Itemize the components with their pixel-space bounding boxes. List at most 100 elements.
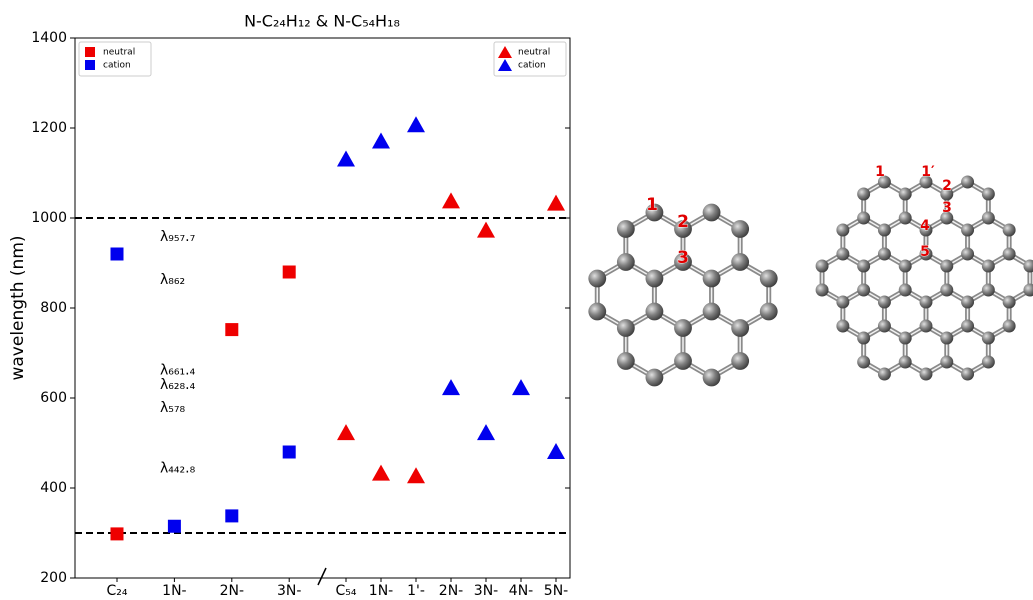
atom (816, 284, 829, 297)
atom (857, 212, 870, 225)
y-tick-label: 400 (40, 480, 67, 496)
atom (878, 248, 891, 261)
atom (617, 352, 635, 370)
square-marker (283, 446, 296, 459)
square-marker (225, 323, 238, 336)
atom-label: 2 (942, 178, 952, 194)
atom (899, 212, 912, 225)
molecule (816, 176, 1033, 381)
legend-label: neutral (103, 48, 135, 58)
atom (899, 332, 912, 345)
atom (878, 296, 891, 309)
atom (857, 284, 870, 297)
atom (588, 303, 606, 321)
atom (982, 332, 995, 345)
x-tick-label: 3N- (474, 583, 498, 599)
legend-label: neutral (518, 48, 550, 58)
atom (940, 356, 953, 369)
x-tick-label: 1'- (407, 583, 425, 599)
legend-marker (85, 60, 95, 70)
square-marker (168, 520, 181, 533)
figure: N-C₂₄H₁₂ & N-C₅₄H₁₈ wavelength (nm) 2004… (0, 0, 1033, 600)
triangle-marker (407, 116, 425, 132)
atom (703, 303, 721, 321)
atom (961, 368, 974, 381)
atom (588, 270, 606, 288)
atom (961, 248, 974, 261)
atom-label: 1 (646, 195, 658, 215)
square-marker (111, 527, 124, 540)
atom (878, 368, 891, 381)
atom (940, 284, 953, 297)
atom-label: 3 (677, 248, 689, 268)
atom (961, 320, 974, 333)
annotation: λ₅₇₈ (160, 400, 186, 416)
atom (836, 248, 849, 261)
x-tick-label: 1N- (369, 583, 393, 599)
atom (617, 253, 635, 271)
atom (703, 270, 721, 288)
atom (836, 320, 849, 333)
x-tick-label: 1N- (162, 583, 186, 599)
x-tick-label: C₂₄ (107, 583, 128, 599)
atom (646, 270, 664, 288)
atom (760, 303, 778, 321)
atom (646, 369, 664, 387)
atom (1003, 248, 1016, 261)
triangle-marker (442, 192, 460, 208)
annotation: λ₆₆₁.₄ (160, 362, 196, 378)
triangle-marker (477, 222, 495, 238)
square-marker (283, 266, 296, 279)
atom (1003, 224, 1016, 237)
y-tick-label: 200 (40, 570, 67, 586)
annotation: λ₆₂₈.₄ (160, 377, 196, 393)
atom (731, 352, 749, 370)
atom (731, 319, 749, 337)
x-tick-label: 2N- (439, 583, 463, 599)
atom (617, 319, 635, 337)
legend-label: cation (103, 61, 131, 71)
square-marker (111, 248, 124, 261)
atom (731, 253, 749, 271)
atom (878, 224, 891, 237)
atom (920, 368, 933, 381)
atom-label: 4 (920, 218, 930, 234)
triangle-marker (442, 379, 460, 395)
x-tick-label: 2N- (220, 583, 244, 599)
atom (961, 296, 974, 309)
legend-label: cation (518, 61, 546, 71)
x-tick-label: 3N- (277, 583, 301, 599)
x-tick-label: 4N- (509, 583, 533, 599)
atom (899, 356, 912, 369)
atom (857, 260, 870, 273)
y-tick-label: 1400 (31, 30, 67, 46)
atom (961, 176, 974, 189)
atom (878, 320, 891, 333)
y-axis-label: wavelength (nm) (8, 235, 28, 380)
atom (760, 270, 778, 288)
atom (982, 188, 995, 201)
annotation: λ₈₆₂ (160, 272, 185, 288)
legend-marker (85, 47, 95, 57)
atom (646, 303, 664, 321)
atom (674, 319, 692, 337)
atom-label: 1′ (921, 164, 935, 180)
atom (920, 296, 933, 309)
atom (703, 369, 721, 387)
atom (899, 188, 912, 201)
atom (982, 356, 995, 369)
atom (816, 260, 829, 273)
atom (940, 260, 953, 273)
annotation: λ₉₅₇.₇ (160, 229, 195, 245)
y-tick-label: 600 (40, 390, 67, 406)
x-tick-label: 5N- (544, 583, 568, 599)
triangle-marker (337, 151, 355, 167)
triangle-marker (372, 465, 390, 481)
atom (857, 332, 870, 345)
atom (617, 220, 635, 238)
atom (899, 260, 912, 273)
atom (982, 284, 995, 297)
atom-label: 2 (677, 212, 689, 232)
x-tick-label: C₅₄ (336, 583, 357, 599)
annotation: λ₄₄₂.₈ (160, 461, 196, 477)
